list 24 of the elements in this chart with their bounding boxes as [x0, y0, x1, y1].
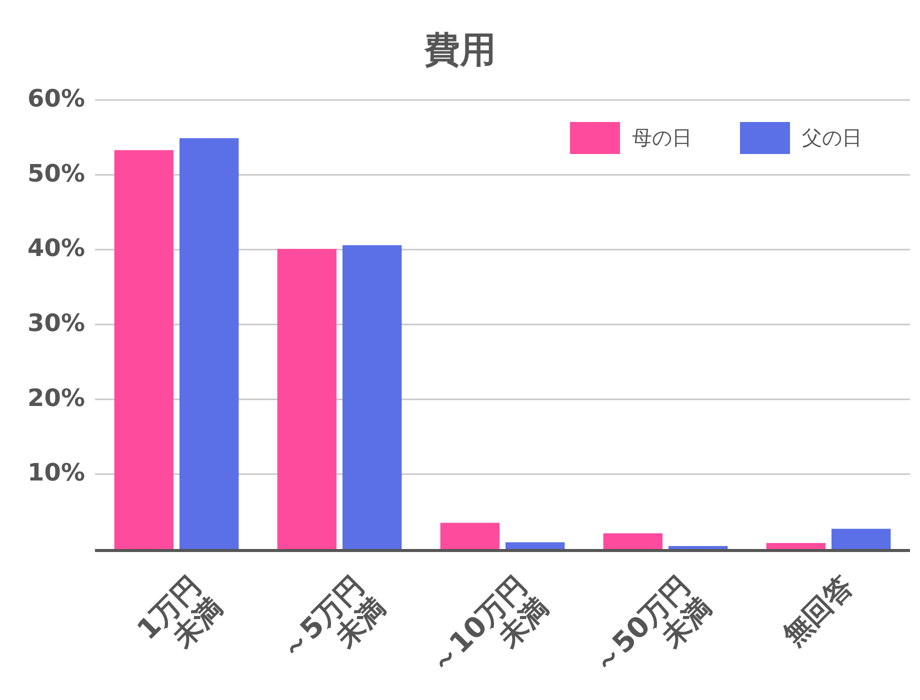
- bar: [114, 150, 174, 549]
- y-tick-label: 40%: [28, 234, 85, 262]
- x-tick-label: ～50万円 未満: [586, 569, 718, 680]
- bar: [603, 533, 662, 549]
- bar: [668, 546, 728, 549]
- bar: [342, 245, 402, 549]
- x-tick-label: 無回答: [776, 569, 860, 653]
- legend-label: 母の日: [632, 125, 692, 150]
- bar: [766, 543, 826, 549]
- y-tick-label: 30%: [28, 309, 85, 338]
- y-tick-label: 20%: [28, 384, 85, 412]
- legend-label: 父の日: [802, 125, 862, 150]
- y-tick-label: 50%: [28, 159, 85, 188]
- bar: [440, 522, 500, 549]
- x-tick-label: 1万円 未満: [130, 569, 230, 655]
- bar: [277, 248, 336, 549]
- x-tick-label: ～5万円 未満: [274, 569, 392, 666]
- chart-title: 費用: [423, 30, 496, 71]
- bar: [180, 138, 239, 549]
- bar: [832, 528, 891, 549]
- bar: [506, 542, 565, 549]
- y-tick-label: 10%: [28, 458, 85, 487]
- y-tick-label: 60%: [28, 84, 85, 113]
- x-tick-label: ～10万円 未満: [423, 569, 556, 680]
